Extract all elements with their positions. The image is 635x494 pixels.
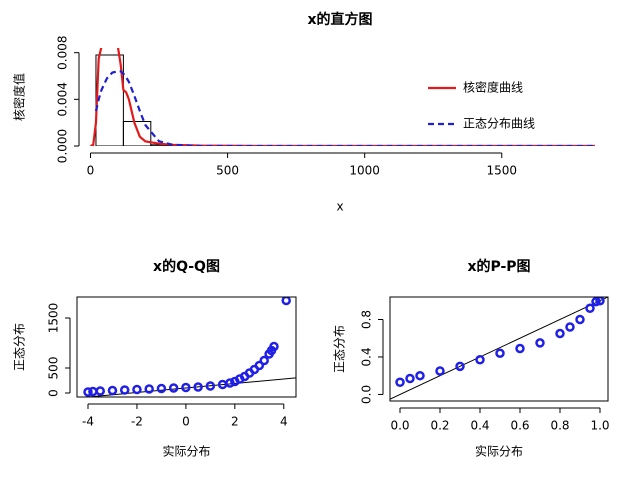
point	[225, 378, 235, 388]
point	[475, 355, 485, 365]
point	[555, 328, 565, 339]
plot-area	[90, 48, 595, 146]
x-tick-label: 0.2	[430, 419, 449, 433]
point	[269, 341, 279, 352]
x-tick-label: 0	[182, 415, 190, 429]
plot-area	[82, 297, 296, 397]
x-tick-label: 0.4	[470, 419, 489, 433]
chart-title: x的直方图	[307, 11, 372, 28]
plot-area	[390, 297, 608, 400]
histogram-bar	[122, 121, 152, 146]
point	[395, 377, 405, 388]
chart-title: x的P-P图	[467, 258, 530, 275]
y-tick-label: 0.8	[360, 310, 374, 329]
y-tick-label: 0.4	[360, 347, 374, 366]
plot-frame	[76, 296, 297, 398]
point	[205, 381, 216, 391]
point	[168, 383, 179, 393]
point	[535, 338, 545, 348]
y-tick-label: 500	[47, 357, 61, 380]
point	[83, 387, 93, 397]
chart-title: x的Q-Q图	[153, 258, 220, 275]
point	[88, 386, 98, 397]
point	[132, 384, 142, 395]
density-line	[90, 48, 595, 146]
point	[575, 314, 585, 325]
y-tick-label: 0	[47, 389, 61, 397]
legend-label: 核密度曲线	[463, 80, 523, 95]
point	[585, 303, 595, 313]
x-tick-label: 0.6	[510, 419, 529, 433]
x-tick-label: -4	[82, 415, 94, 429]
x-axis-label: 实际分布	[162, 444, 210, 459]
point	[156, 383, 167, 394]
point	[144, 384, 154, 394]
point	[181, 382, 191, 393]
legend-label: 正态分布曲线	[463, 117, 535, 131]
x-tick-label: 0	[87, 164, 95, 178]
y-tick-label: 1500	[47, 303, 61, 334]
reference-line	[390, 297, 608, 400]
x-tick-label: 4	[280, 415, 288, 429]
y-tick-label: 0.004	[56, 82, 70, 116]
y-axis-label: 核密度值	[12, 73, 27, 121]
y-axis-label: 正态分布	[333, 325, 347, 373]
x-tick-label: 2	[231, 415, 239, 429]
point	[281, 297, 291, 306]
point	[254, 360, 265, 371]
x-tick-label: 1.0	[590, 419, 609, 433]
point	[435, 366, 445, 376]
point	[455, 361, 465, 372]
point	[259, 355, 269, 366]
x-tick-label: 0.0	[390, 419, 409, 433]
point	[415, 370, 425, 381]
histogram-bar	[95, 54, 124, 146]
x-tick-label: 1500	[487, 164, 518, 178]
point	[565, 322, 575, 332]
y-tick-label: 0.0	[360, 385, 374, 404]
y-tick-label: 0.000	[56, 129, 70, 163]
point	[95, 386, 105, 396]
y-tick-label: 0.008	[56, 35, 70, 69]
x-axis-label: x	[336, 200, 343, 214]
x-tick-label: 0.8	[550, 419, 569, 433]
y-axis-label: 正态分布	[13, 323, 27, 371]
point	[515, 343, 525, 354]
x-tick-label: -2	[131, 415, 143, 429]
point	[119, 385, 130, 395]
point	[405, 373, 415, 384]
point	[495, 348, 505, 358]
x-axis-label: 实际分布	[475, 444, 523, 459]
density-line	[94, 70, 595, 146]
point	[193, 382, 203, 392]
x-tick-label: 500	[216, 164, 239, 178]
point	[107, 385, 118, 396]
plot-frame	[389, 296, 609, 402]
point	[591, 297, 601, 307]
x-tick-label: 1000	[349, 164, 380, 178]
